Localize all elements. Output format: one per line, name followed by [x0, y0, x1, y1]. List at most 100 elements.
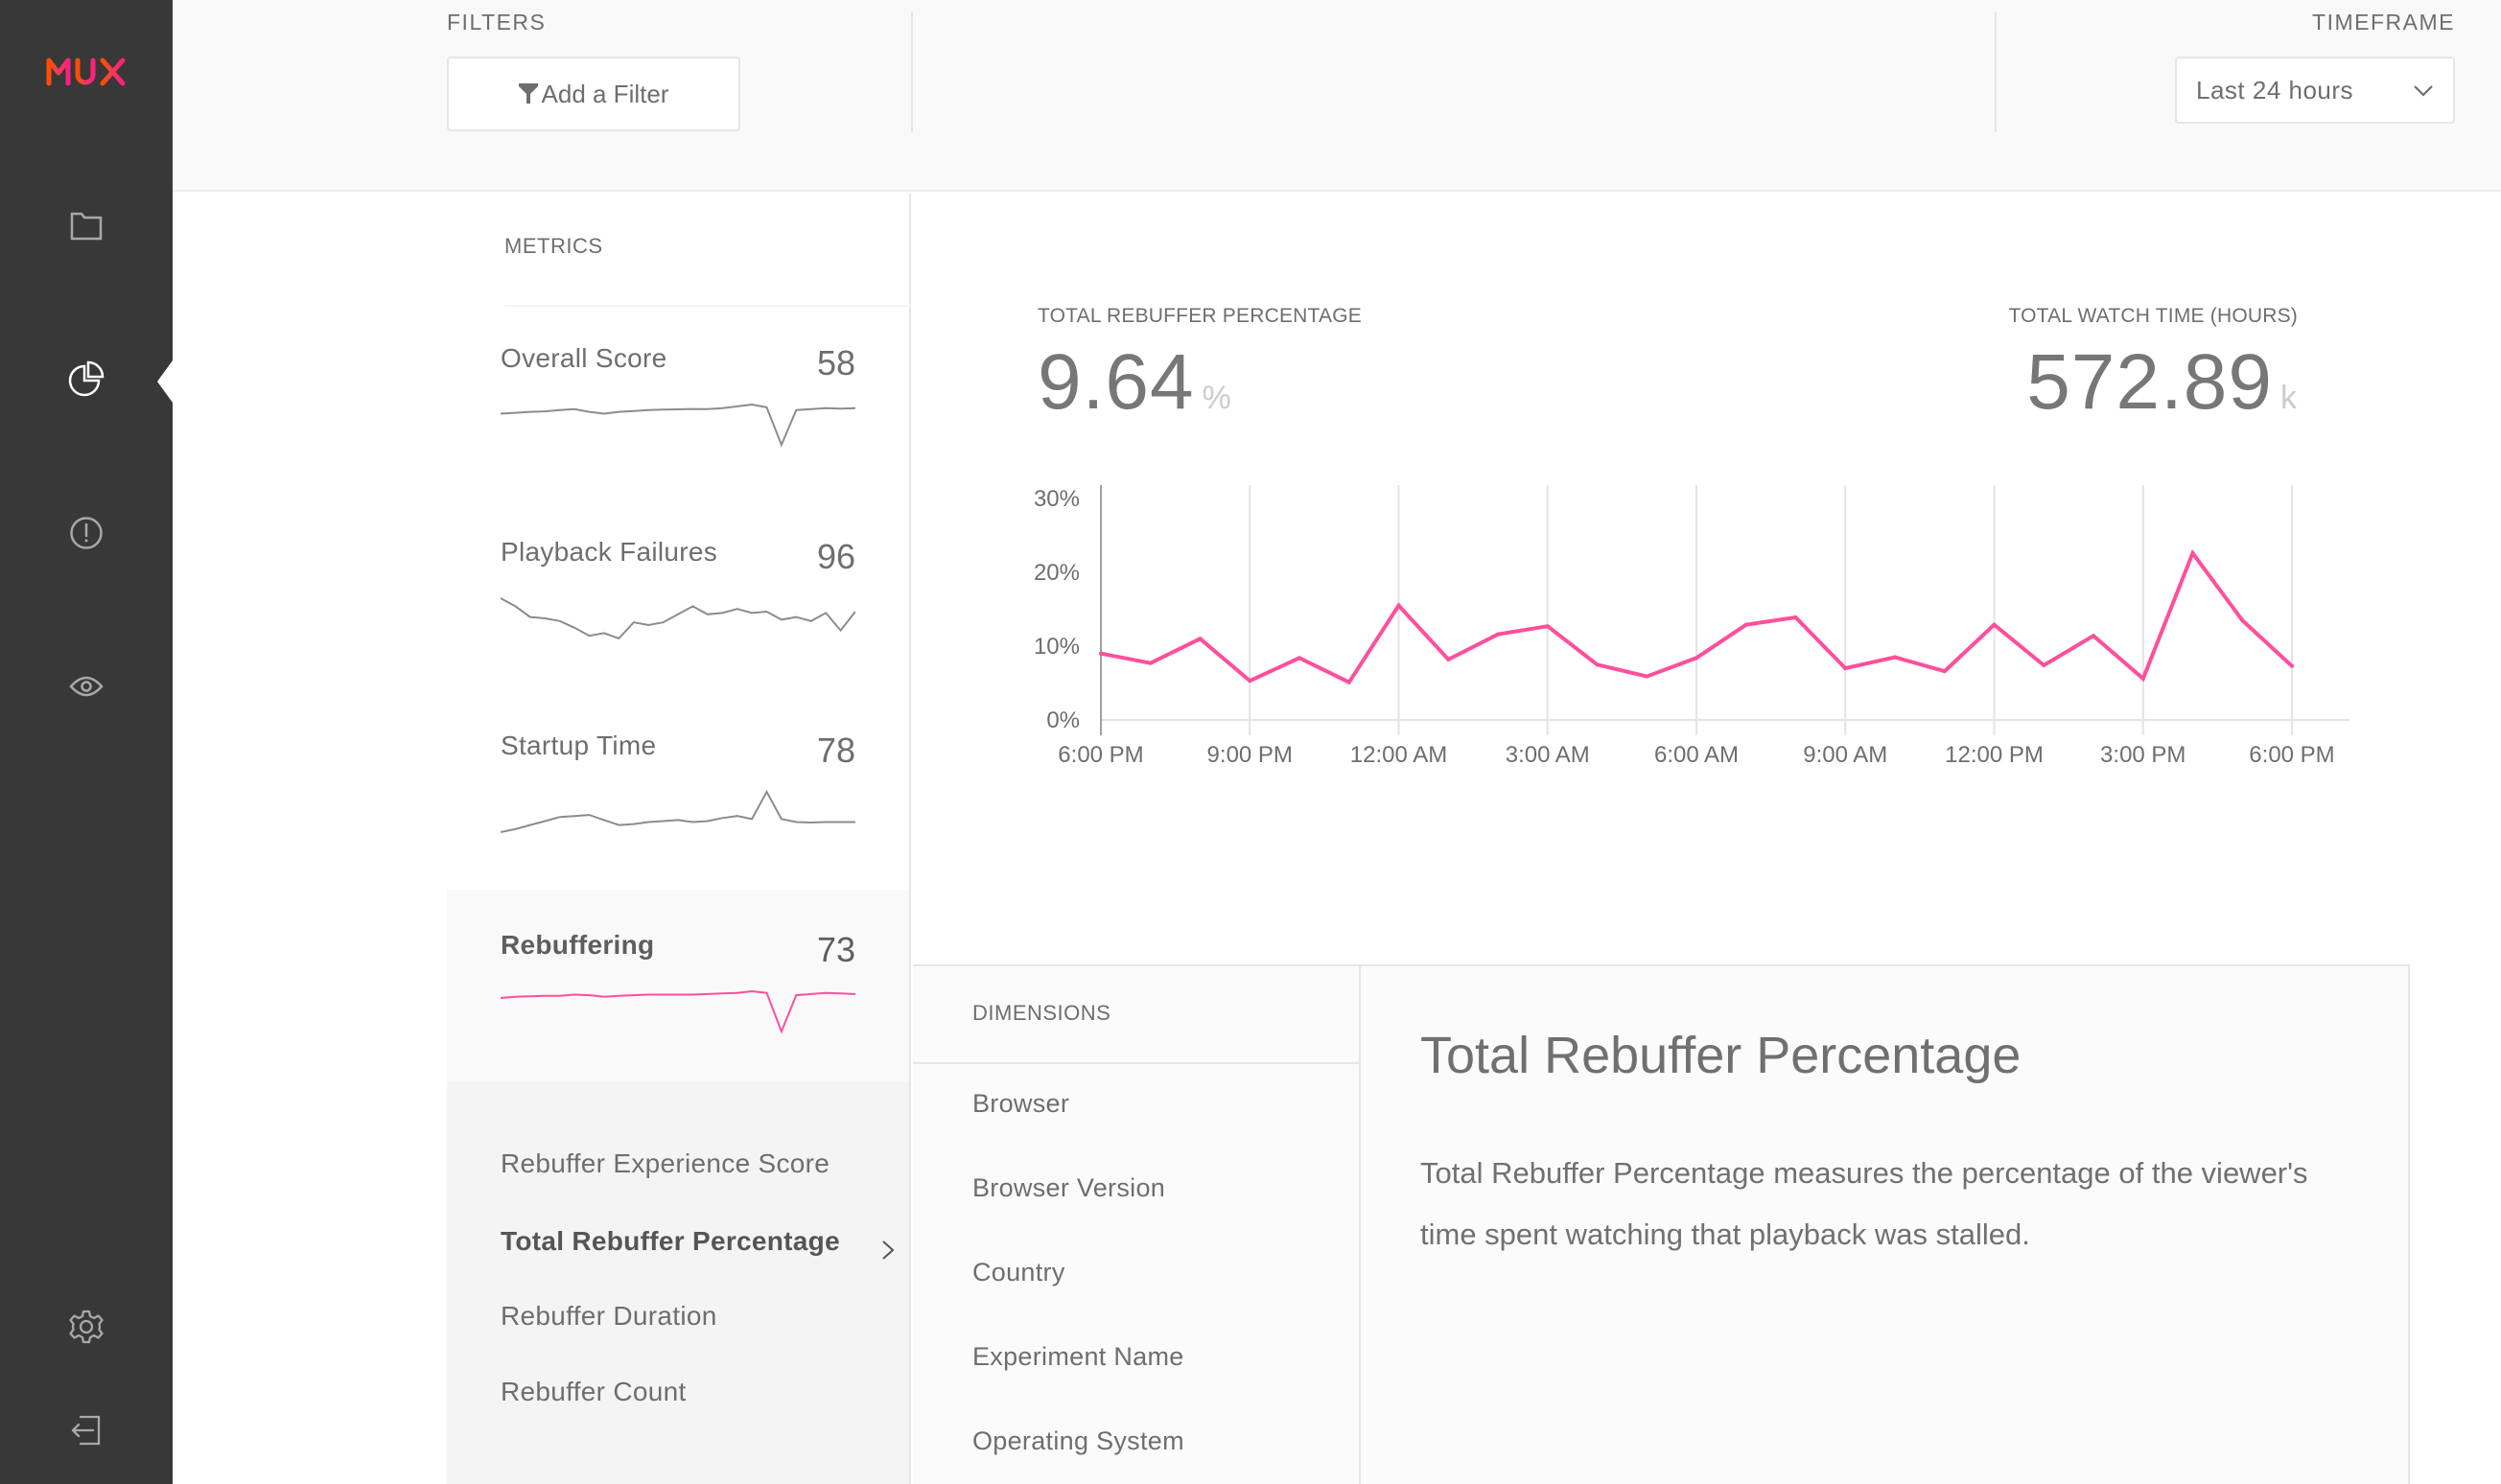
x-tick-label: 12:00 AM	[1350, 742, 1447, 768]
x-tick-label: 9:00 PM	[1207, 742, 1293, 768]
data-point	[2092, 634, 2095, 638]
primary-stat: 9.64%	[1038, 337, 1232, 428]
header-divider	[1995, 12, 1997, 132]
submetric-rebuffer-duration[interactable]: Rebuffer Duration	[501, 1301, 717, 1331]
x-tick-label: 9:00 AM	[1803, 742, 1887, 768]
mux-logo[interactable]	[46, 58, 127, 86]
data-point	[1099, 651, 1103, 656]
timeframe-select[interactable]: Last 24 hours	[2175, 57, 2455, 124]
data-point	[1446, 657, 1451, 661]
sparkline-series	[501, 789, 855, 833]
x-tick-label: 6:00 AM	[1654, 742, 1739, 768]
rebuffer-line-chart: 6:00 PM 9:00 PM 12:00 AM 3:00 AM 6:00 AM 9:00…	[1034, 485, 2349, 768]
data-point	[1843, 666, 1848, 671]
sidebar-item-alerts[interactable]	[67, 514, 105, 552]
dimension-item-browser-version[interactable]: Browser Version	[972, 1173, 1166, 1202]
sparkline-series	[501, 597, 855, 640]
sidebar-item-logout[interactable]	[67, 1411, 105, 1449]
x-tick-label: 6:00 PM	[1058, 742, 1143, 768]
data-point	[1346, 680, 1351, 684]
y-tick-label: 0%	[1046, 707, 1080, 733]
primary-stat-value: 9.64	[1038, 338, 1195, 426]
data-point	[1148, 661, 1153, 665]
gear-icon	[69, 1310, 104, 1344]
metric-score: 73	[816, 930, 855, 969]
y-tick-label: 10%	[1034, 634, 1080, 660]
header-divider	[911, 12, 913, 132]
metric-card-rebuffering[interactable]: Rebuffering 73	[447, 890, 909, 1081]
metric-card-startup-time[interactable]: Startup Time 78	[447, 711, 909, 903]
pie-chart-icon	[68, 360, 105, 397]
metric-score: 78	[816, 730, 855, 770]
data-point	[2240, 618, 2245, 623]
alert-icon	[70, 517, 103, 549]
data-point	[2140, 676, 2145, 681]
dimensions-panel: DIMENSIONS Browser Browser Version Count…	[913, 964, 1361, 1484]
add-filter-button[interactable]: Add a Filter	[447, 57, 740, 131]
data-point	[2190, 550, 2195, 555]
metric-score: 96	[816, 537, 855, 576]
dimension-item-browser[interactable]: Browser	[972, 1089, 1070, 1118]
sparkline	[501, 789, 855, 833]
data-point	[1893, 655, 1897, 660]
filter-icon	[518, 83, 538, 104]
sidebar-item-metrics[interactable]	[67, 360, 105, 399]
dimensions-title: DIMENSIONS	[972, 1001, 1111, 1025]
folder-icon	[70, 212, 103, 241]
dimension-item-country[interactable]: Country	[972, 1258, 1065, 1287]
metric-name: Rebuffering	[501, 930, 655, 960]
add-filter-label: Add a Filter	[541, 79, 669, 108]
secondary-stat-unit: k	[2280, 380, 2298, 416]
x-tick-label: 12:00 PM	[1945, 742, 2044, 768]
sidebar-item-properties[interactable]	[67, 207, 105, 245]
data-point	[1248, 679, 1252, 684]
filter-header: FILTERS Add a Filter TIMEFRAME Last 24 h…	[173, 0, 2501, 192]
x-tick-label: 3:00 AM	[1506, 742, 1590, 768]
submetric-rebuffer-experience-score[interactable]: Rebuffer Experience Score	[501, 1148, 830, 1178]
filters-label: FILTERS	[447, 10, 547, 35]
secondary-stat-label: TOTAL WATCH TIME (HOURS)	[2008, 305, 2298, 327]
metric-card-overall-score[interactable]: Overall Score 58	[447, 324, 909, 516]
submetric-list: Rebuffer Experience Score Total Rebuffer…	[447, 1081, 909, 1484]
sparkline	[501, 403, 855, 448]
secondary-stat-value: 572.89	[2026, 338, 2273, 426]
timeframe-label: TIMEFRAME	[2312, 10, 2455, 35]
y-tick-label: 30%	[1034, 486, 1080, 512]
eye-icon	[69, 676, 104, 697]
data-point	[2042, 663, 2046, 668]
secondary-stat: 572.89 k	[2026, 337, 2298, 428]
primary-stat-unit: %	[1202, 380, 1232, 416]
data-point	[1992, 622, 1997, 627]
divider	[504, 305, 911, 307]
sparkline-series	[501, 989, 855, 1034]
data-point	[1496, 632, 1500, 637]
data-point	[1645, 674, 1649, 679]
dimension-item-experiment-name[interactable]: Experiment Name	[972, 1342, 1184, 1371]
sidebar-item-settings[interactable]	[67, 1308, 105, 1346]
submetric-rebuffer-count[interactable]: Rebuffer Count	[501, 1377, 687, 1406]
primary-stat-label: TOTAL REBUFFER PERCENTAGE	[1038, 305, 1362, 327]
data-point	[1942, 669, 1947, 674]
description-title: Total Rebuffer Percentage	[1420, 1027, 2022, 1084]
timeframe-value: Last 24 hours	[2196, 75, 2354, 104]
metric-score: 58	[816, 343, 855, 383]
divider	[913, 1062, 1359, 1064]
data-point	[1297, 656, 1301, 661]
data-point	[1198, 637, 1203, 641]
sparkline-series	[501, 403, 855, 448]
sidebar-item-views[interactable]	[67, 667, 105, 706]
metric-name: Startup Time	[501, 730, 657, 760]
chart-area: TOTAL REBUFFER PERCENTAGE 9.64% TOTAL WA…	[913, 194, 2501, 964]
metric-name: Overall Score	[501, 343, 667, 373]
metric-card-playback-failures[interactable]: Playback Failures 96	[447, 518, 909, 709]
sparkline	[501, 989, 855, 1034]
x-tick-label: 6:00 PM	[2249, 742, 2334, 768]
description-text: Total Rebuffer Percentage measures the p…	[1420, 1156, 2308, 1251]
dimension-item-operating-system[interactable]: Operating System	[972, 1426, 1184, 1455]
logout-icon	[71, 1415, 101, 1446]
chevron-right-icon	[882, 1241, 895, 1260]
data-point	[1793, 614, 1798, 619]
metrics-title: METRICS	[504, 234, 603, 258]
submetric-total-rebuffer-percentage[interactable]: Total Rebuffer Percentage	[501, 1226, 840, 1256]
sparkline	[501, 597, 855, 640]
